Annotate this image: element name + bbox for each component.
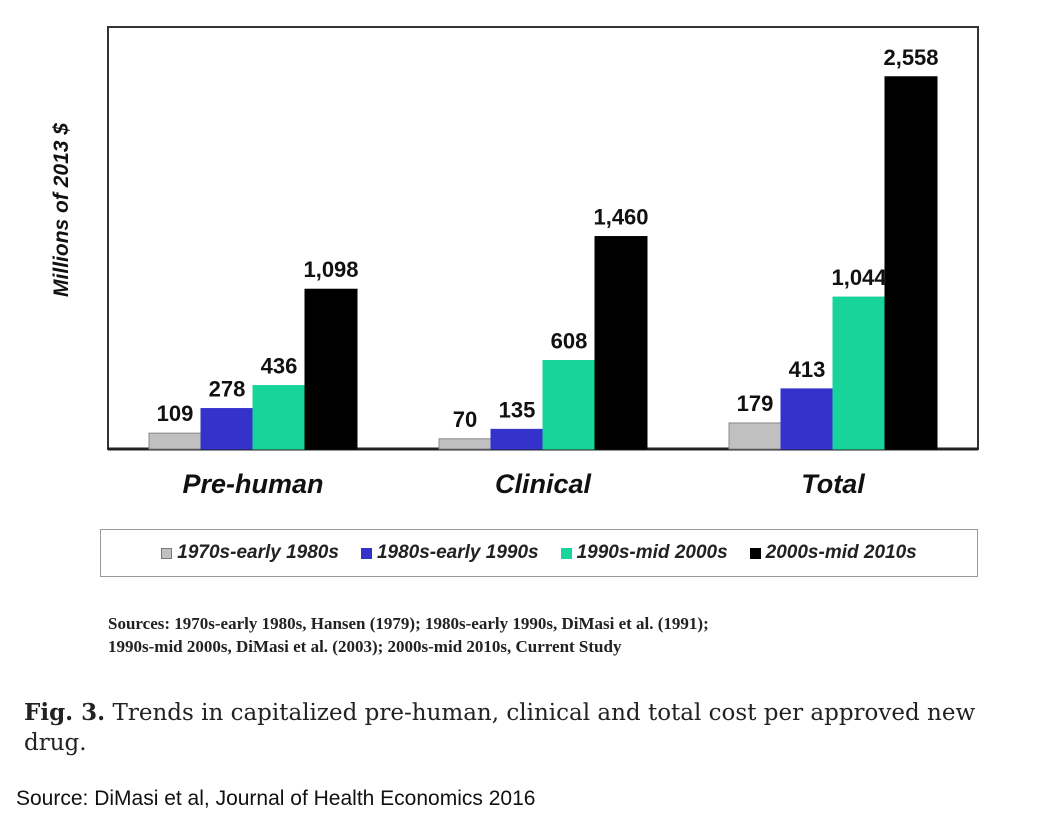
value-label: 179 <box>737 391 774 416</box>
figure-number: Fig. 3. <box>24 699 106 726</box>
footer-source: Source: DiMasi et al, Journal of Health … <box>16 787 536 810</box>
bar-clinical-series-1 <box>438 438 492 450</box>
bar-total-series-1 <box>728 422 782 450</box>
legend-swatch <box>560 547 572 559</box>
legend-item: 1970s-early 1980s <box>161 542 339 564</box>
bar-pre-human-series-4 <box>304 288 358 450</box>
category-label: Pre-human <box>182 469 323 499</box>
sources-line-1: Sources: 1970s-early 1980s, Hansen (1979… <box>108 614 709 633</box>
y-axis-label: Millions of 2013 $ <box>50 123 73 297</box>
bar-pre-human-series-2 <box>200 408 254 450</box>
value-label: 1,098 <box>303 257 358 282</box>
value-label: 1,044 <box>831 265 887 290</box>
legend-item: 1980s-early 1990s <box>360 542 539 564</box>
bar-pre-human-series-1 <box>148 432 202 450</box>
legend-swatch <box>360 547 372 559</box>
legend-label: 2000s-mid 2010s <box>765 542 917 563</box>
value-labels-group: 109 278 436 1,098 70 135 608 1,460 179 413 1,044 2,… <box>157 45 939 432</box>
legend-item: 1990s-mid 2000s <box>560 542 728 564</box>
legend: 1970s-early 1980s 1980s-early 1990s 1990s-… <box>100 529 978 577</box>
figure-caption-text: Trends in capitalized pre-human, clinica… <box>24 700 976 756</box>
legend-swatch <box>749 547 761 559</box>
value-label: 278 <box>209 377 246 402</box>
bar-clinical-series-3 <box>542 360 596 450</box>
category-label: Total <box>801 469 865 499</box>
sources-note: Sources: 1970s-early 1980s, Hansen (1979… <box>108 612 988 658</box>
category-labels-group: Pre-human Clinical Total <box>182 469 865 499</box>
sources-line-2: 1990s-mid 2000s, DiMasi et al. (2003); 2… <box>108 637 622 656</box>
bars-group <box>148 76 938 450</box>
value-label: 135 <box>499 397 536 422</box>
legend-item: 2000s-mid 2010s <box>749 542 917 564</box>
category-label: Clinical <box>495 469 592 499</box>
bar-pre-human-series-3 <box>252 385 306 450</box>
bar-chart: 109 278 436 1,098 70 135 608 1,460 179 413 1,044 2,… <box>50 26 979 499</box>
value-label: 2,558 <box>883 45 938 70</box>
figure-caption: Fig. 3. Trends in capitalized pre-human,… <box>24 698 1014 758</box>
value-label: 70 <box>453 407 477 432</box>
legend-label: 1990s-mid 2000s <box>576 542 728 563</box>
legend-label: 1980s-early 1990s <box>376 542 539 563</box>
legend-label: 1970s-early 1980s <box>177 542 339 563</box>
bar-clinical-series-2 <box>490 428 544 450</box>
bar-total-series-4 <box>884 76 938 450</box>
value-label: 608 <box>551 329 588 354</box>
value-label: 436 <box>261 354 298 379</box>
legend-swatch <box>161 547 173 559</box>
value-label: 109 <box>157 401 194 426</box>
bar-clinical-series-4 <box>594 236 648 450</box>
bar-total-series-3 <box>832 296 886 450</box>
bar-total-series-2 <box>780 388 834 450</box>
value-label: 1,460 <box>593 205 648 230</box>
value-label: 413 <box>789 357 826 382</box>
